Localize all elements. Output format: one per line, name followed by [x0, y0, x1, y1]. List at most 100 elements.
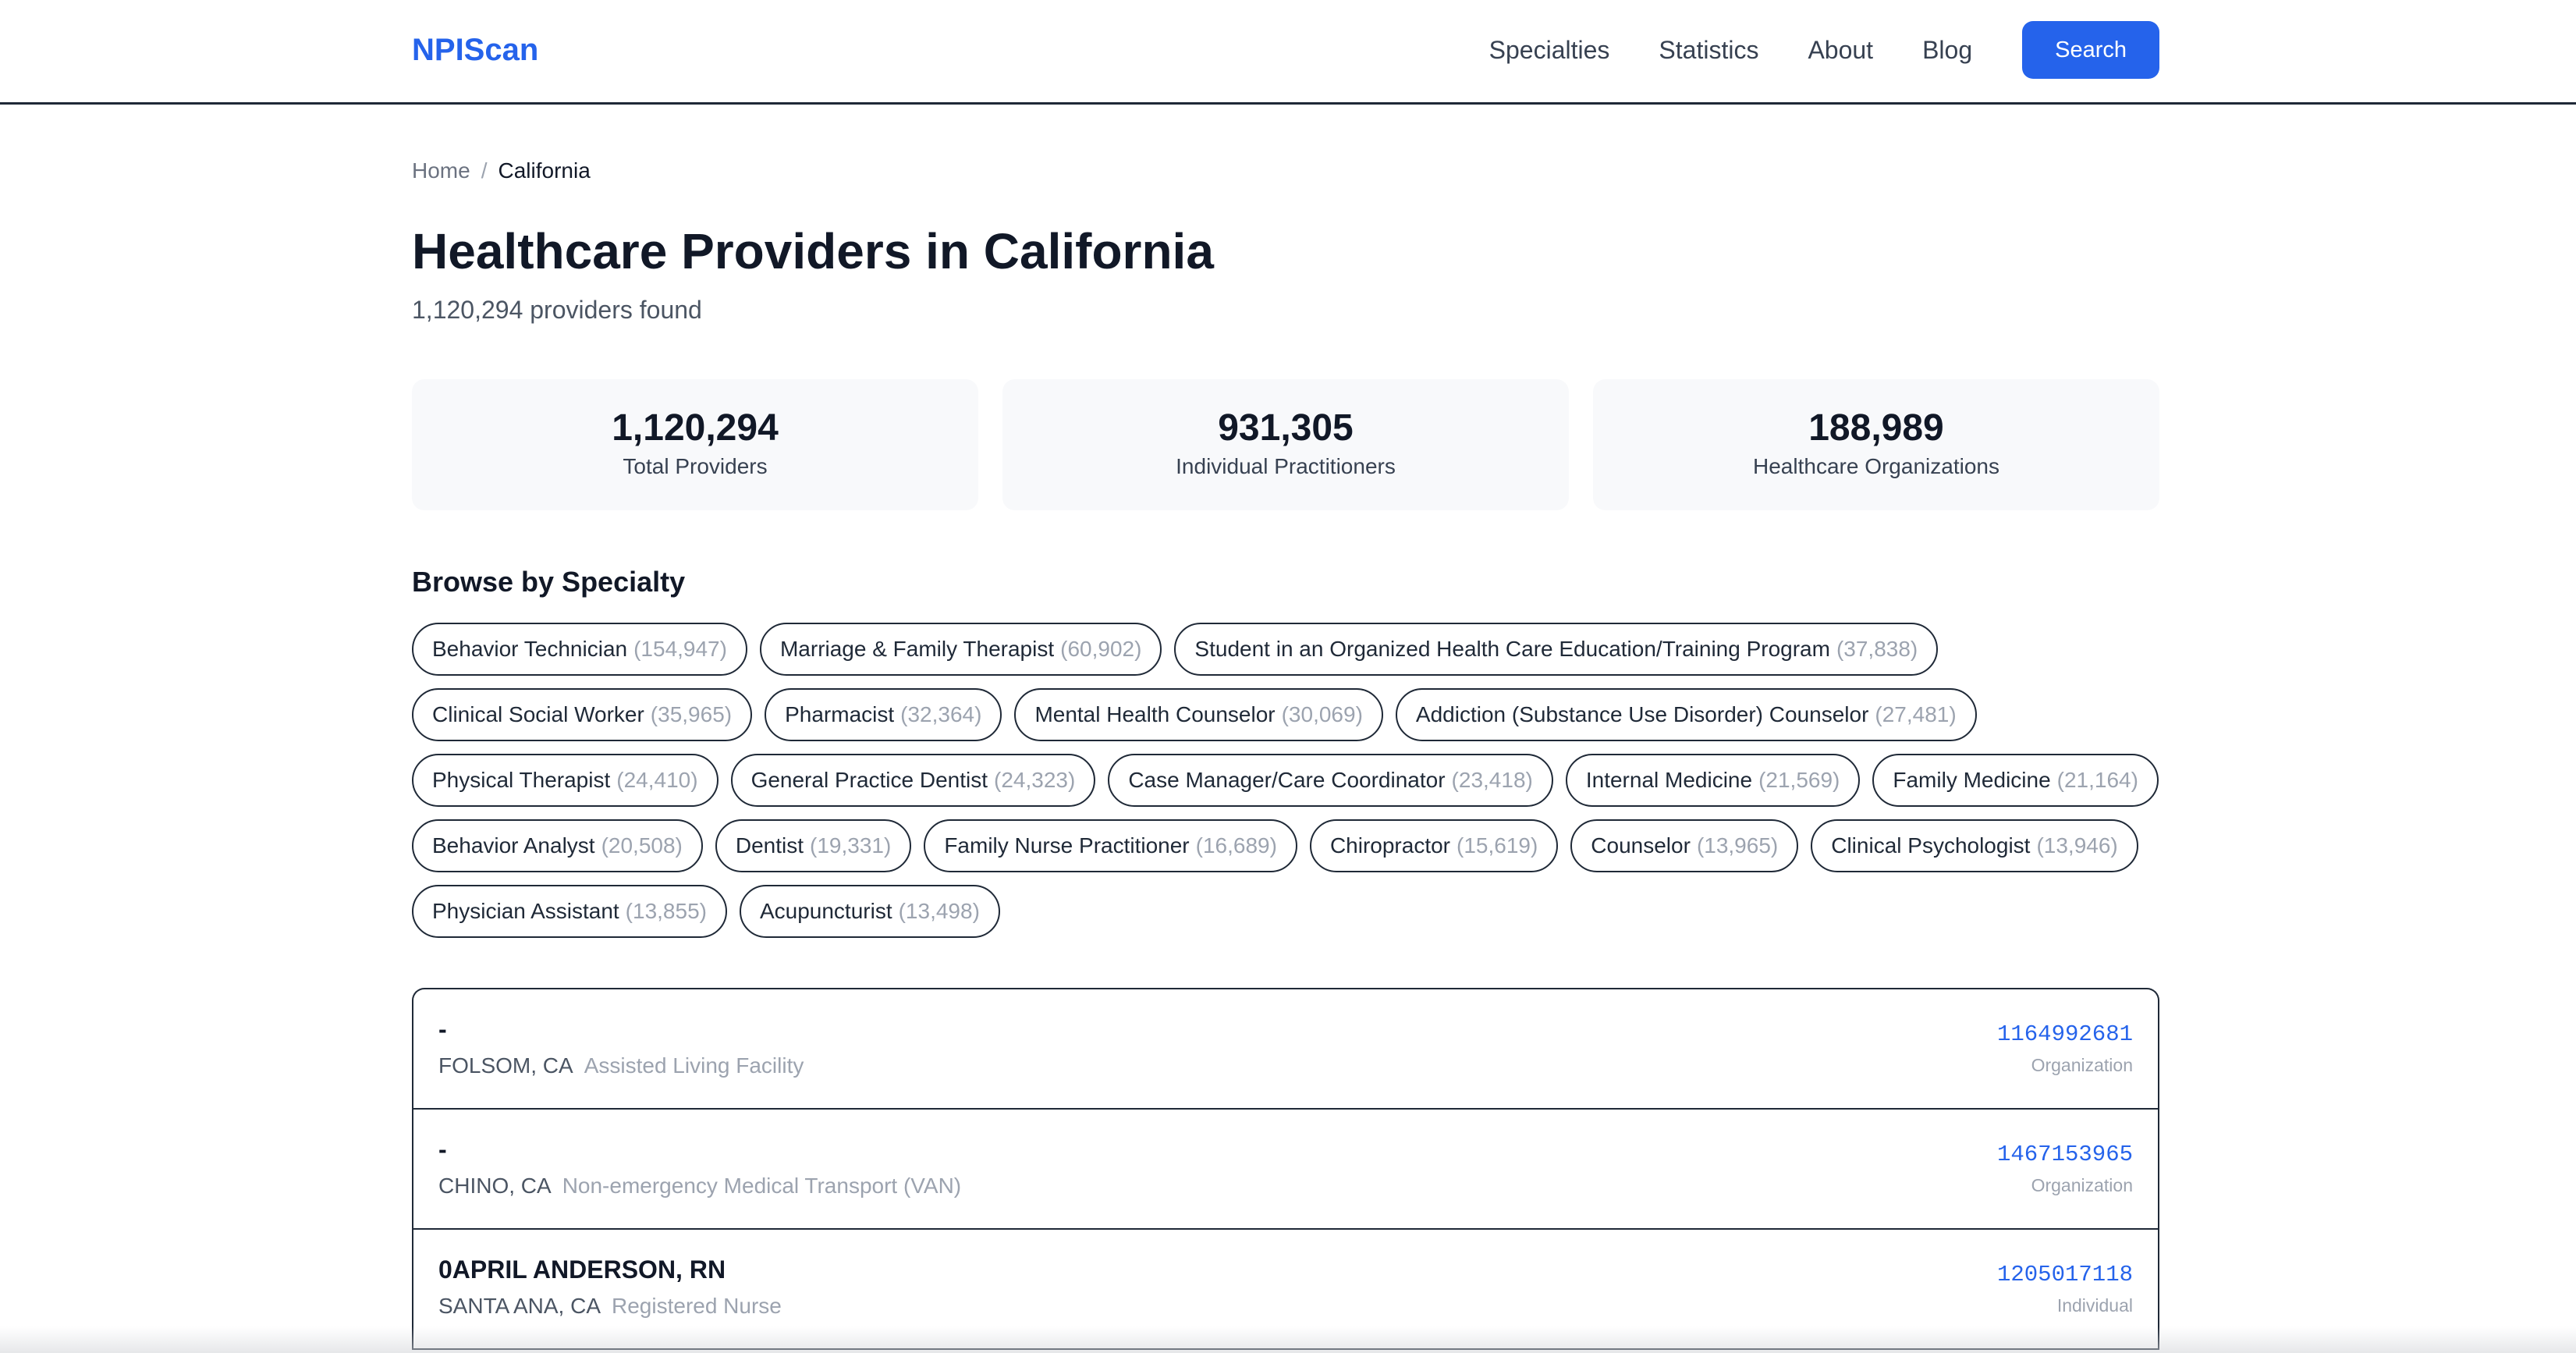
- provider-specialty: Assisted Living Facility: [584, 1053, 804, 1078]
- specialty-chip[interactable]: General Practice Dentist (24,323): [730, 754, 1096, 807]
- chip-count: (60,902): [1060, 637, 1142, 661]
- stat-card-healthcare-organizations: 188,989 Healthcare Organizations: [1593, 379, 2159, 510]
- stat-value: 1,120,294: [612, 407, 779, 449]
- chip-count: (24,323): [994, 768, 1076, 792]
- provider-type: Organization: [2031, 1175, 2133, 1195]
- specialty-chip[interactable]: Case Manager/Care Coordinator (23,418): [1108, 754, 1553, 807]
- chip-count: (21,569): [1758, 768, 1840, 792]
- chip-count: (35,965): [650, 702, 733, 726]
- provider-row[interactable]: - CHINO, CA Non-emergency Medical Transpo…: [413, 1110, 2158, 1230]
- provider-location: CHINO, CA: [438, 1174, 552, 1198]
- specialty-chip[interactable]: Behavior Analyst (20,508): [412, 819, 703, 872]
- providers-found-count: 1,120,294 providers found: [412, 296, 702, 324]
- stat-label: Healthcare Organizations: [1753, 454, 1999, 478]
- breadcrumb: Home / California: [412, 156, 591, 186]
- chip-label: Clinical Social Worker: [432, 702, 644, 726]
- specialty-chip[interactable]: Counselor (13,965): [1570, 819, 1799, 872]
- provider-name: -: [438, 1135, 447, 1163]
- breadcrumb-home-link[interactable]: Home: [412, 158, 470, 183]
- main-nav: Specialties Statistics About Blog Search: [1489, 21, 2159, 79]
- search-button[interactable]: Search: [2022, 21, 2159, 79]
- provider-row[interactable]: - FOLSOM, CA Assisted Living Facility 116…: [413, 989, 2158, 1110]
- chip-label: General Practice Dentist: [750, 768, 988, 792]
- chip-label: Behavior Technician: [432, 637, 628, 661]
- chip-count: (16,689): [1195, 833, 1277, 858]
- browse-by-specialty-heading: Browse by Specialty: [412, 566, 686, 598]
- chip-count: (13,498): [898, 899, 980, 923]
- stat-label: Individual Practitioners: [1176, 454, 1396, 478]
- provider-name: 0APRIL ANDERSON, RN: [438, 1255, 726, 1284]
- breadcrumb-current: California: [498, 158, 591, 183]
- site-logo[interactable]: NPIScan: [412, 33, 539, 67]
- specialty-chip[interactable]: Clinical Social Worker (35,965): [412, 688, 753, 741]
- chip-label: Pharmacist: [785, 702, 895, 726]
- chip-count: (154,947): [633, 637, 727, 661]
- chip-label: Family Medicine: [1893, 768, 2051, 792]
- chip-label: Mental Health Counselor: [1034, 702, 1276, 726]
- chip-count: (32,364): [900, 702, 982, 726]
- chip-label: Physician Assistant: [432, 899, 619, 923]
- provider-npi-link[interactable]: 1205017118: [1996, 1262, 2133, 1287]
- specialty-chip[interactable]: Pharmacist (32,364): [765, 688, 1002, 741]
- chip-label: Dentist: [735, 833, 804, 858]
- provider-location: FOLSOM, CA: [438, 1053, 573, 1078]
- chip-label: Marriage & Family Therapist: [779, 637, 1055, 661]
- provider-list: - FOLSOM, CA Assisted Living Facility 116…: [412, 988, 2159, 1350]
- provider-type: Individual: [2056, 1295, 2133, 1316]
- provider-location-line: FOLSOM, CA Assisted Living Facility: [438, 1052, 804, 1080]
- chip-count: (15,619): [1457, 833, 1538, 858]
- specialty-chip[interactable]: Physical Therapist (24,410): [412, 754, 719, 807]
- nav-link-statistics[interactable]: Statistics: [1659, 36, 1759, 64]
- stat-card-total-providers: 1,120,294 Total Providers: [412, 379, 978, 510]
- nav-link-blog[interactable]: Blog: [1922, 36, 1973, 64]
- chip-count: (24,410): [616, 768, 698, 792]
- specialty-chip[interactable]: Behavior Technician (154,947): [412, 623, 747, 676]
- specialty-chip[interactable]: Physician Assistant (13,855): [412, 885, 727, 938]
- chip-label: Acupuncturist: [759, 899, 892, 923]
- specialty-chip[interactable]: Clinical Psychologist (13,946): [1811, 819, 2138, 872]
- chip-label: Addiction (Substance Use Disorder) Couns…: [1415, 702, 1869, 726]
- stat-card-individual-practitioners: 931,305 Individual Practitioners: [1002, 379, 1569, 510]
- breadcrumb-separator: /: [481, 158, 488, 183]
- provider-location-line: CHINO, CA Non-emergency Medical Transport…: [438, 1172, 961, 1200]
- specialty-chip[interactable]: Internal Medicine (21,569): [1565, 754, 1861, 807]
- provider-npi-link[interactable]: 1164992681: [1996, 1021, 2133, 1047]
- specialty-chip[interactable]: Marriage & Family Therapist (60,902): [759, 623, 1162, 676]
- stat-value: 188,989: [1808, 407, 1944, 449]
- specialty-chip[interactable]: Family Nurse Practitioner (16,689): [924, 819, 1297, 872]
- provider-npi-link[interactable]: 1467153965: [1996, 1142, 2133, 1167]
- provider-specialty: Registered Nurse: [612, 1294, 782, 1318]
- stats-cards: 1,120,294 Total Providers 931,305 Indivi…: [412, 379, 2159, 510]
- specialty-chip[interactable]: Addiction (Substance Use Disorder) Couns…: [1395, 688, 1977, 741]
- chip-label: Case Manager/Care Coordinator: [1128, 768, 1446, 792]
- chip-count: (37,838): [1836, 637, 1918, 661]
- provider-location-line: SANTA ANA, CA Registered Nurse: [438, 1292, 782, 1320]
- top-navbar: NPIScan Specialties Statistics About Blo…: [0, 0, 2576, 105]
- chip-label: Physical Therapist: [432, 768, 611, 792]
- specialty-chip-list: Behavior Technician (154,947) Marriage & …: [412, 623, 2167, 938]
- specialty-chip[interactable]: Acupuncturist (13,498): [739, 885, 1000, 938]
- provider-location: SANTA ANA, CA: [438, 1294, 601, 1318]
- chip-count: (20,508): [601, 833, 683, 858]
- provider-type: Organization: [2031, 1055, 2133, 1075]
- chip-count: (21,164): [2056, 768, 2138, 792]
- chip-count: (13,855): [625, 899, 707, 923]
- specialty-chip[interactable]: Dentist (19,331): [715, 819, 912, 872]
- chip-label: Clinical Psychologist: [1831, 833, 2031, 858]
- chip-count: (27,481): [1875, 702, 1957, 726]
- stat-value: 931,305: [1218, 407, 1354, 449]
- chip-label: Behavior Analyst: [432, 833, 595, 858]
- specialty-chip[interactable]: Student in an Organized Health Care Educ…: [1174, 623, 1939, 676]
- stat-label: Total Providers: [623, 454, 768, 478]
- provider-specialty: Non-emergency Medical Transport (VAN): [562, 1174, 962, 1198]
- specialty-chip[interactable]: Family Medicine (21,164): [1872, 754, 2159, 807]
- nav-link-specialties[interactable]: Specialties: [1488, 36, 1610, 64]
- page-title: Healthcare Providers in California: [412, 223, 1214, 279]
- specialty-chip[interactable]: Chiropractor (15,619): [1309, 819, 1559, 872]
- chip-count: (23,418): [1451, 768, 1533, 792]
- nav-link-about[interactable]: About: [1808, 36, 1874, 64]
- specialty-chip[interactable]: Mental Health Counselor (30,069): [1014, 688, 1383, 741]
- provider-row[interactable]: 0APRIL ANDERSON, RN SANTA ANA, CA Registe…: [413, 1230, 2158, 1350]
- chip-count: (13,965): [1696, 833, 1779, 858]
- chip-label: Student in an Organized Health Care Educ…: [1194, 637, 1830, 661]
